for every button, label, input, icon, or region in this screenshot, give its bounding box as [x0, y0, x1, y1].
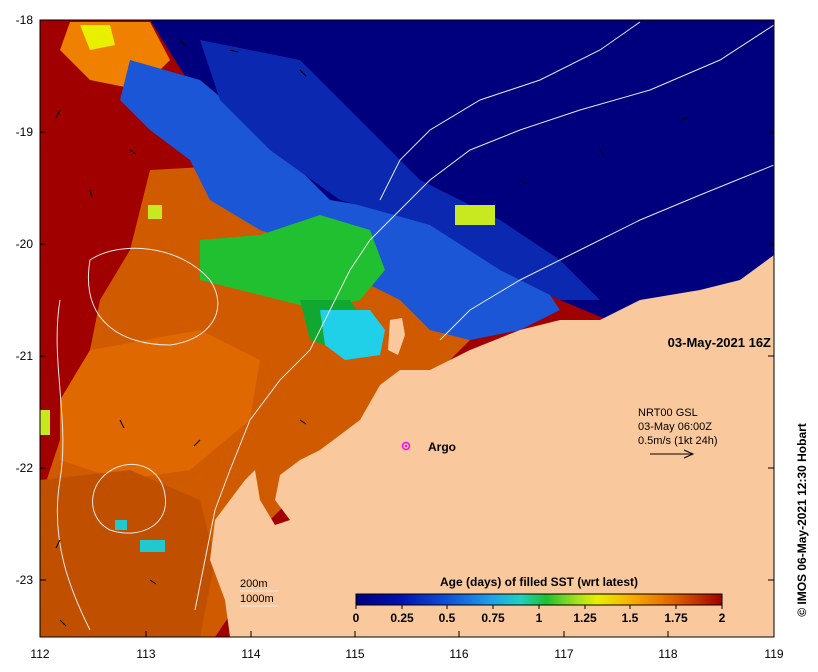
current-vector	[59, 619, 67, 627]
colorbar-tick-label: 0.5	[439, 611, 456, 625]
colorbar-tick-label: 1.25	[573, 611, 597, 625]
plot-frame	[39, 19, 775, 638]
colorbar-tick-label: 0	[353, 611, 360, 625]
x-tick-label: 118	[658, 647, 677, 661]
sst-age-0-75-region	[320, 310, 385, 360]
argo-label: Argo	[428, 440, 456, 454]
contour-200m	[194, 24, 774, 611]
current-vector	[193, 439, 201, 447]
colorbar-tick-label: 1.5	[622, 611, 639, 625]
current-vector	[119, 419, 125, 429]
contour-200m-label: 200m	[240, 578, 268, 590]
sst-age-1-75-region	[40, 470, 215, 637]
y-tick-label: -19	[16, 125, 34, 139]
contour-loop	[56, 299, 91, 631]
contour-eddy	[92, 464, 166, 534]
x-tick-label: 113	[136, 647, 155, 661]
current-scale-arrowhead	[683, 449, 695, 459]
current-vector	[149, 579, 157, 585]
x-tick-label: 114	[241, 647, 260, 661]
map-timestamp: 03-May-2021 16Z	[668, 335, 771, 350]
colorbar: Age (days) of filled SST (wrt latest) 0 …	[353, 575, 726, 625]
current-scale-text: 0.5m/s (1kt 24h)	[638, 435, 717, 447]
colorbar-tick-label: 1.75	[664, 611, 688, 625]
colorbar-tick-label: 1	[536, 611, 543, 625]
argo-float-icon	[401, 441, 411, 451]
argo-marker: Argo	[401, 440, 456, 454]
colorbar-tick-label: 0.25	[390, 611, 414, 625]
y-tick-label: -23	[16, 573, 34, 587]
current-product-time: 03-May 06:00Z	[638, 421, 712, 433]
y-tick-label: -21	[16, 349, 34, 363]
axis-ticks	[39, 19, 775, 637]
current-vector	[129, 149, 137, 155]
current-legend: NRT00 GSL 03-May 06:00Z 0.5m/s (1kt 24h)	[638, 407, 717, 459]
current-vector	[679, 117, 689, 121]
y-tick-label: -22	[16, 461, 34, 475]
colorbar-title: Age (days) of filled SST (wrt latest)	[440, 575, 638, 589]
bathymetry-contours	[56, 21, 774, 631]
sst-speckle	[140, 540, 165, 552]
x-tick-label: 117	[554, 647, 573, 661]
land-island	[388, 318, 405, 355]
map-layers	[40, 20, 774, 637]
current-vector	[599, 149, 605, 157]
sst-age-1-25-region	[80, 25, 115, 50]
sst-speckle	[40, 410, 50, 435]
contour-1000m	[439, 164, 774, 341]
current-vector	[299, 419, 307, 425]
colorbar-tick-label: 0.75	[481, 611, 505, 625]
sst-speckle	[455, 205, 495, 225]
current-vector	[179, 39, 187, 47]
current-vectors	[55, 39, 689, 627]
x-tick-label: 115	[345, 647, 364, 661]
current-vector	[229, 49, 239, 53]
sst-age-0-5-region	[120, 60, 560, 340]
contour-shelf	[379, 21, 641, 201]
sst-speckle	[148, 205, 162, 219]
land-australia	[210, 255, 774, 637]
current-vector	[55, 539, 61, 549]
colorbar-gradient	[355, 593, 723, 606]
sst-age-1-region	[200, 215, 385, 310]
x-tick-label: 119	[764, 647, 783, 661]
sst-age-0-25-region	[200, 40, 600, 300]
imos-credit: © IMOS 06-May-2021 12:30 Hobart	[795, 423, 809, 617]
current-product-name: NRT00 GSL	[638, 407, 698, 419]
y-tick-label: -20	[16, 237, 34, 251]
sst-speckle	[115, 520, 127, 530]
x-tick-label: 112	[30, 647, 49, 661]
contour-1000m-label: 1000m	[240, 593, 274, 605]
contour-eddy	[88, 247, 219, 346]
x-tick-label: 116	[449, 647, 468, 661]
current-vector	[519, 179, 527, 185]
current-vector	[89, 189, 93, 199]
current-vector	[55, 109, 61, 119]
current-vector	[299, 69, 307, 77]
depth-contour-legend: 200m 1000m	[240, 578, 278, 607]
sst-age-1-75-region	[60, 330, 260, 480]
colorbar-tick-label: 2	[719, 611, 726, 625]
y-tick-label: -18	[16, 13, 34, 27]
